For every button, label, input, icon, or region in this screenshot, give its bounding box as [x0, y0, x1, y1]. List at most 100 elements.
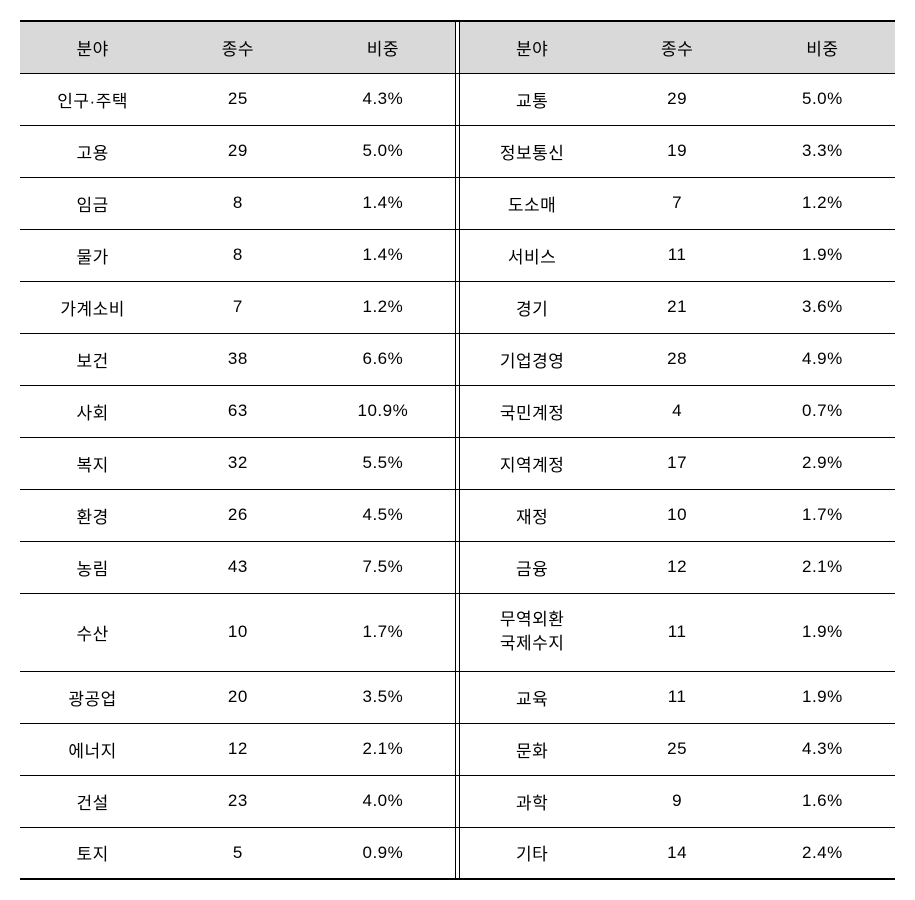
cell-ratio-left: 4.3%	[311, 73, 456, 125]
table-row: 복지325.5%지역계정172.9%	[20, 437, 895, 489]
cell-field-right: 지역계정	[459, 437, 604, 489]
cell-ratio-left: 0.9%	[311, 827, 456, 879]
cell-ratio-right: 3.3%	[750, 125, 895, 177]
cell-field-left: 사회	[20, 385, 165, 437]
cell-count-left: 10	[165, 593, 310, 671]
cell-ratio-left: 5.5%	[311, 437, 456, 489]
cell-count-right: 25	[605, 723, 750, 775]
cell-count-left: 38	[165, 333, 310, 385]
header-field-left: 분야	[20, 21, 165, 73]
cell-count-right: 12	[605, 541, 750, 593]
header-count-right: 종수	[605, 21, 750, 73]
cell-ratio-right: 4.3%	[750, 723, 895, 775]
cell-ratio-left: 6.6%	[311, 333, 456, 385]
cell-field-left: 광공업	[20, 671, 165, 723]
cell-ratio-right: 1.9%	[750, 229, 895, 281]
cell-count-left: 63	[165, 385, 310, 437]
cell-field-left: 토지	[20, 827, 165, 879]
cell-ratio-right: 1.2%	[750, 177, 895, 229]
cell-count-right: 11	[605, 229, 750, 281]
cell-field-left: 농림	[20, 541, 165, 593]
cell-field-left: 가계소비	[20, 281, 165, 333]
header-count-left: 종수	[165, 21, 310, 73]
cell-field-right: 교육	[459, 671, 604, 723]
cell-ratio-right: 0.7%	[750, 385, 895, 437]
cell-ratio-right: 3.6%	[750, 281, 895, 333]
cell-count-right: 11	[605, 593, 750, 671]
cell-count-left: 26	[165, 489, 310, 541]
cell-field-left: 복지	[20, 437, 165, 489]
cell-count-right: 10	[605, 489, 750, 541]
cell-count-right: 17	[605, 437, 750, 489]
cell-field-right: 경기	[459, 281, 604, 333]
table-row: 임금81.4%도소매71.2%	[20, 177, 895, 229]
cell-field-left: 인구·주택	[20, 73, 165, 125]
cell-count-right: 9	[605, 775, 750, 827]
cell-ratio-left: 5.0%	[311, 125, 456, 177]
cell-field-right: 무역외환국제수지	[459, 593, 604, 671]
table-row: 가계소비71.2%경기213.6%	[20, 281, 895, 333]
cell-field-right: 과학	[459, 775, 604, 827]
cell-field-left: 고용	[20, 125, 165, 177]
cell-count-right: 28	[605, 333, 750, 385]
cell-ratio-right: 5.0%	[750, 73, 895, 125]
cell-ratio-left: 1.4%	[311, 229, 456, 281]
table-row: 환경264.5%재정101.7%	[20, 489, 895, 541]
cell-count-left: 23	[165, 775, 310, 827]
cell-field-left: 건설	[20, 775, 165, 827]
cell-field-right: 도소매	[459, 177, 604, 229]
cell-ratio-right: 1.6%	[750, 775, 895, 827]
table-row: 농림437.5%금융122.1%	[20, 541, 895, 593]
cell-ratio-right: 2.1%	[750, 541, 895, 593]
table-row: 사회6310.9%국민계정40.7%	[20, 385, 895, 437]
table-row: 광공업203.5%교육111.9%	[20, 671, 895, 723]
cell-field-left: 에너지	[20, 723, 165, 775]
cell-ratio-left: 4.5%	[311, 489, 456, 541]
cell-ratio-right: 1.9%	[750, 593, 895, 671]
cell-ratio-left: 1.7%	[311, 593, 456, 671]
statistics-table-wrapper: 분야 종수 비중 분야 종수 비중 인구·주택254.3%교통295.0%고용2…	[20, 20, 895, 880]
cell-field-right: 기업경영	[459, 333, 604, 385]
cell-field-left: 환경	[20, 489, 165, 541]
cell-count-left: 8	[165, 177, 310, 229]
table-row: 인구·주택254.3%교통295.0%	[20, 73, 895, 125]
cell-ratio-left: 2.1%	[311, 723, 456, 775]
cell-ratio-left: 4.0%	[311, 775, 456, 827]
cell-count-right: 29	[605, 73, 750, 125]
table-row: 토지50.9%기타142.4%	[20, 827, 895, 879]
table-row: 보건386.6%기업경영284.9%	[20, 333, 895, 385]
cell-count-left: 43	[165, 541, 310, 593]
cell-count-right: 21	[605, 281, 750, 333]
table-row: 고용295.0%정보통신193.3%	[20, 125, 895, 177]
cell-count-left: 25	[165, 73, 310, 125]
cell-count-right: 19	[605, 125, 750, 177]
table-body: 인구·주택254.3%교통295.0%고용295.0%정보통신193.3%임금8…	[20, 73, 895, 879]
cell-field-left: 보건	[20, 333, 165, 385]
cell-field-right: 문화	[459, 723, 604, 775]
cell-field-right: 국민계정	[459, 385, 604, 437]
cell-field-right: 금융	[459, 541, 604, 593]
cell-ratio-right: 1.9%	[750, 671, 895, 723]
table-row: 물가81.4%서비스111.9%	[20, 229, 895, 281]
table-row: 수산101.7%무역외환국제수지111.9%	[20, 593, 895, 671]
header-ratio-left: 비중	[311, 21, 456, 73]
table-row: 건설234.0%과학91.6%	[20, 775, 895, 827]
cell-ratio-right: 2.4%	[750, 827, 895, 879]
cell-count-right: 14	[605, 827, 750, 879]
cell-count-right: 11	[605, 671, 750, 723]
table-header-row: 분야 종수 비중 분야 종수 비중	[20, 21, 895, 73]
cell-field-right: 서비스	[459, 229, 604, 281]
cell-text: 무역외환국제수지	[460, 608, 605, 656]
cell-ratio-left: 7.5%	[311, 541, 456, 593]
cell-count-right: 4	[605, 385, 750, 437]
cell-count-left: 20	[165, 671, 310, 723]
cell-count-left: 8	[165, 229, 310, 281]
cell-field-right: 기타	[459, 827, 604, 879]
table-row: 에너지122.1%문화254.3%	[20, 723, 895, 775]
cell-count-left: 12	[165, 723, 310, 775]
cell-field-left: 수산	[20, 593, 165, 671]
cell-count-right: 7	[605, 177, 750, 229]
cell-ratio-left: 1.2%	[311, 281, 456, 333]
cell-ratio-right: 4.9%	[750, 333, 895, 385]
cell-field-left: 임금	[20, 177, 165, 229]
